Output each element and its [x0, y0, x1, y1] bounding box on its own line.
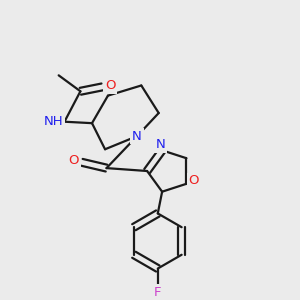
- Text: O: O: [188, 174, 199, 188]
- Text: F: F: [154, 286, 161, 299]
- Text: O: O: [68, 154, 79, 167]
- Text: O: O: [105, 79, 116, 92]
- Text: NH: NH: [44, 115, 63, 128]
- Text: N: N: [156, 138, 166, 151]
- Text: N: N: [132, 130, 142, 143]
